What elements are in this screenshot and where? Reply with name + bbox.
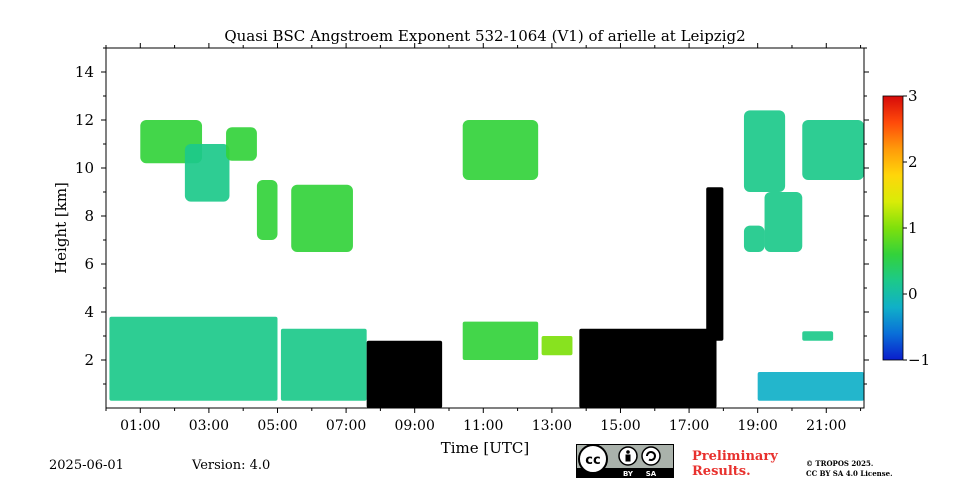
region-aerosol-2	[462, 321, 539, 360]
region-no_signal-19	[706, 187, 724, 341]
y-tick-label: 10	[75, 159, 94, 177]
y-tick-label: 2	[84, 351, 94, 369]
x-tick-label: 13:00	[532, 418, 572, 434]
x-tick-label: 07:00	[326, 418, 366, 434]
region-cloud-14	[764, 192, 803, 252]
region-no_signal-17	[366, 340, 443, 408]
cc-license-badge: cc BY SA	[576, 444, 674, 478]
by-text: BY	[623, 470, 634, 478]
y-axis-ticks: 2 4 6 8 10 12 14	[75, 47, 869, 385]
x-tick-label: 11:00	[463, 418, 503, 434]
preliminary-results-note: Preliminary Results.	[692, 449, 778, 479]
region-cloud-13	[743, 110, 786, 192]
colorbar-tick-label: 0	[908, 285, 918, 303]
x-axis-label: Time [UTC]	[441, 439, 530, 457]
y-tick-label: 6	[84, 255, 94, 273]
preliminary-line2: Results.	[692, 464, 751, 479]
region-cloud-12	[462, 120, 539, 180]
x-tick-label: 09:00	[395, 418, 435, 434]
colorbar-tick-label: 1	[908, 219, 918, 237]
y-tick-label: 12	[75, 111, 94, 129]
y-axis-label: Height [km]	[52, 182, 70, 274]
sa-icon	[641, 446, 661, 466]
cc-icon	[578, 444, 608, 474]
y-tick-label: 4	[84, 303, 94, 321]
plot-frame	[105, 47, 865, 409]
x-tick-label: 01:00	[120, 418, 160, 434]
x-tick-label: 05:00	[257, 418, 297, 434]
sa-text: SA	[646, 470, 657, 478]
region-aerosol-3	[541, 336, 573, 356]
chart-title: Quasi BSC Angstroem Exponent 532-1064 (V…	[224, 27, 745, 45]
region-aerosol-5	[802, 331, 834, 341]
region-cloud-16	[743, 225, 765, 252]
x-tick-label: 21:00	[806, 418, 846, 434]
colorbar-ticks: −1 0 1 2 3	[903, 87, 930, 369]
region-aerosol-1	[280, 328, 367, 401]
colorbar-tick-label: 3	[908, 87, 918, 105]
region-no_signal-18	[579, 328, 717, 408]
footer-version: Version: 4.0	[192, 458, 271, 473]
copyright-line2: CC BY SA 4.0 License.	[806, 469, 893, 478]
x-tick-label: 19:00	[737, 418, 777, 434]
region-cloud-11	[291, 184, 353, 252]
colorbar	[882, 95, 904, 361]
colorbar-tick-label: 2	[908, 153, 918, 171]
region-cloud-10	[256, 180, 278, 240]
region-cloud-9	[226, 127, 257, 161]
y-tick-label: 14	[75, 63, 94, 81]
x-axis-ticks: 01:00 03:00 05:00 07:00 09:00 11:00 13:00 15:00…	[105, 43, 862, 434]
x-tick-label: 15:00	[600, 418, 640, 434]
cc-text: cc	[585, 453, 600, 468]
region-aerosol-0	[109, 316, 278, 401]
x-tick-label: 17:00	[669, 418, 709, 434]
colorbar-tick-label: −1	[908, 351, 930, 369]
footer-date: 2025-06-01	[49, 458, 124, 473]
region-cloud-15	[802, 120, 864, 180]
region-cloud-8	[184, 144, 230, 202]
copyright-note: © TROPOS 2025. CC BY SA 4.0 License.	[806, 459, 893, 479]
copyright-line1: © TROPOS 2025.	[806, 459, 874, 468]
x-tick-label: 03:00	[189, 418, 229, 434]
y-tick-label: 8	[84, 207, 94, 225]
region-aerosol-4	[757, 372, 864, 401]
preliminary-line1: Preliminary	[692, 449, 778, 464]
data-regions	[109, 110, 864, 408]
